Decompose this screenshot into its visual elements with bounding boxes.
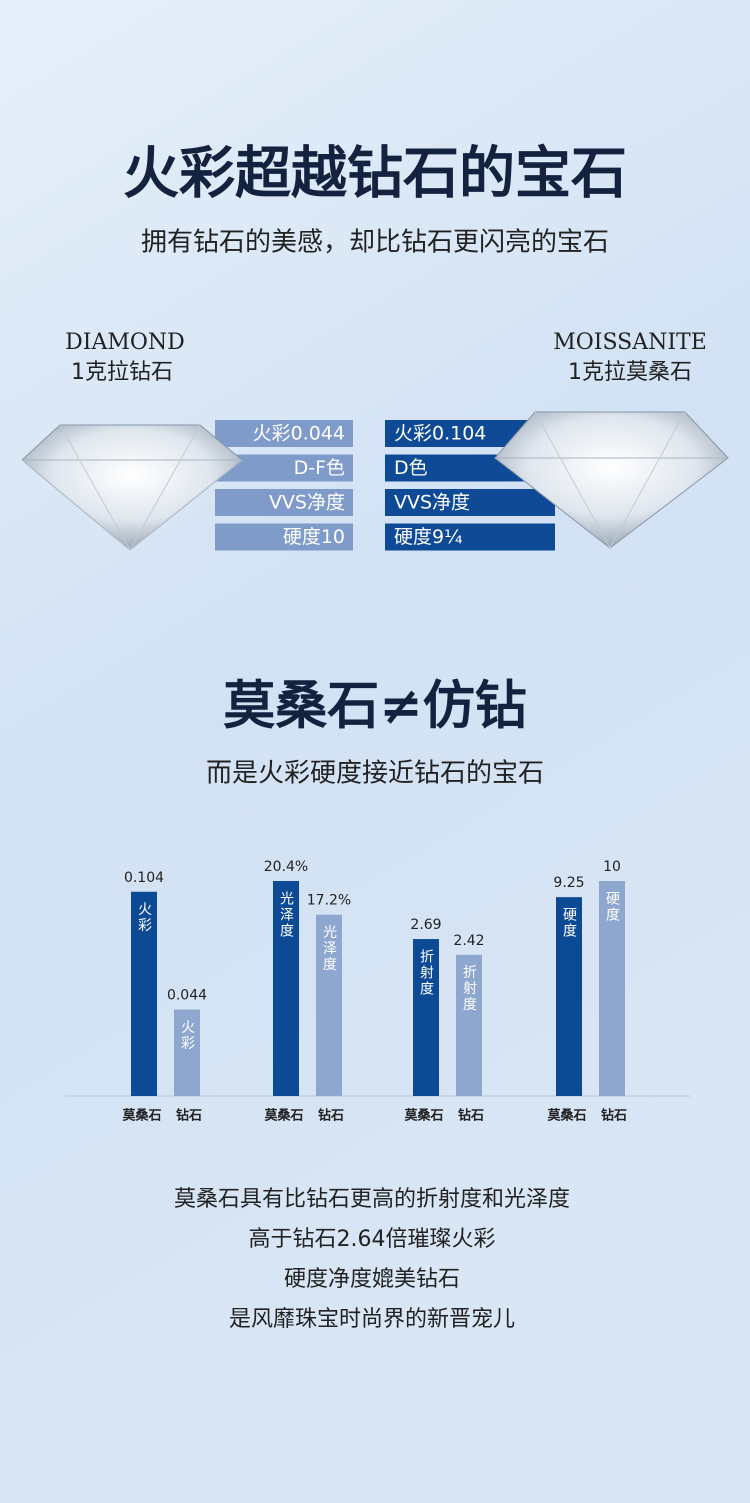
bar-label: 光泽度 xyxy=(321,925,337,973)
spec-text-right: 火彩0.104 xyxy=(394,423,486,445)
right-name-cn: 1克拉莫桑石 xyxy=(568,360,692,385)
value-label: 2.42 xyxy=(453,933,484,949)
right-name-en: MOISSANITE xyxy=(553,330,707,355)
spec-text-right: 硬度9¼ xyxy=(394,526,463,548)
bar-label: 折射度 xyxy=(461,965,477,1013)
bar xyxy=(316,914,342,1096)
bar xyxy=(456,954,482,1096)
bar xyxy=(599,881,625,1096)
left-name-cn: 1克拉钻石 xyxy=(71,360,173,385)
bar-label: 火彩 xyxy=(179,1020,195,1052)
bar xyxy=(131,891,157,1096)
value-label: 2.69 xyxy=(410,917,441,933)
bar-label: 光泽度 xyxy=(278,891,294,939)
diamond-right xyxy=(494,411,729,549)
value-label: 17.2% xyxy=(307,893,351,909)
subtitle: 拥有钻石的美感，却比钻石更闪亮的宝石 xyxy=(141,228,609,258)
spec-bar-left xyxy=(215,523,353,551)
category-label: 钻石 xyxy=(318,1108,344,1124)
category-label: 莫桑石 xyxy=(546,1108,586,1124)
value-label: 20.4% xyxy=(264,859,308,875)
spec-bar-left xyxy=(215,420,353,447)
title: 火彩超越钻石的宝石 xyxy=(123,141,627,207)
category-label: 钻石 xyxy=(458,1108,484,1124)
bar xyxy=(556,897,582,1096)
spec-text-left: D-F色 xyxy=(294,457,345,479)
section-subtitle: 而是火彩硬度接近钻石的宝石 xyxy=(206,759,544,789)
bar-label: 硬度 xyxy=(561,907,577,939)
spec-text-right: VVS净度 xyxy=(394,492,470,514)
category-label: 钻石 xyxy=(176,1108,202,1124)
value-label: 0.044 xyxy=(167,988,207,1004)
category-label: 莫桑石 xyxy=(263,1108,303,1124)
spec-bar-left xyxy=(215,489,353,516)
category-label: 莫桑石 xyxy=(403,1108,443,1124)
spec-bar-right xyxy=(385,489,555,516)
left-name-en: DIAMOND xyxy=(65,330,185,355)
value-label: 0.104 xyxy=(124,870,164,886)
spec-text-left: VVS净度 xyxy=(269,492,345,514)
bar xyxy=(174,1009,200,1096)
bar-label: 硬度 xyxy=(604,891,620,923)
value-label: 9.25 xyxy=(553,875,584,891)
footer-line: 硬度净度媲美钻石 xyxy=(284,1267,460,1292)
footer-line: 是风靡珠宝时尚界的新晋宠儿 xyxy=(229,1307,515,1332)
footer-line: 高于钻石2.64倍璀璨火彩 xyxy=(249,1227,496,1252)
spec-bar-right xyxy=(385,523,555,551)
bar-label: 火彩 xyxy=(136,902,152,934)
spec-text-right: D色 xyxy=(394,457,428,479)
footer: 莫桑石具有比钻石更高的折射度和光泽度高于钻石2.64倍璀璨火彩硬度净度媲美钻石是… xyxy=(174,1187,570,1332)
footer-line: 莫桑石具有比钻石更高的折射度和光泽度 xyxy=(174,1187,570,1212)
category-label: 钻石 xyxy=(601,1108,627,1124)
bar xyxy=(273,881,299,1096)
section-title: 莫桑石≠仿钻 xyxy=(223,676,527,737)
category-label: 莫桑石 xyxy=(121,1108,161,1124)
spec-text-left: 火彩0.044 xyxy=(253,423,345,445)
bar xyxy=(413,939,439,1096)
bar-label: 折射度 xyxy=(418,949,434,997)
diamond-left xyxy=(21,424,243,551)
spec-text-left: 硬度10 xyxy=(283,526,345,548)
value-label: 10 xyxy=(603,859,621,875)
